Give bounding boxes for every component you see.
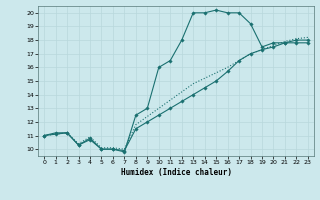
X-axis label: Humidex (Indice chaleur): Humidex (Indice chaleur) xyxy=(121,168,231,177)
